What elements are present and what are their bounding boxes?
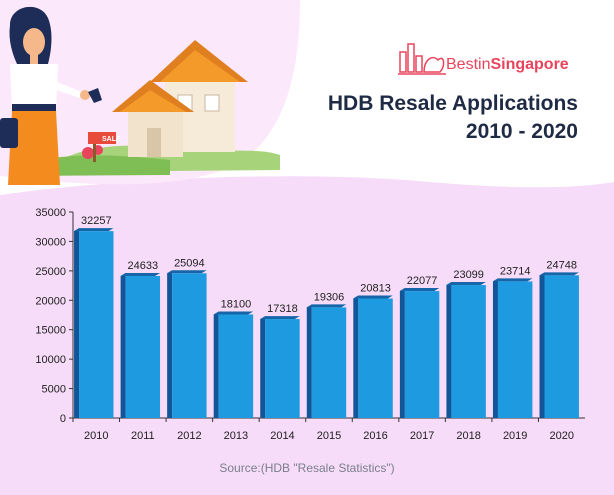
data-label: 23099 xyxy=(453,269,484,281)
data-label: 25094 xyxy=(174,257,205,269)
x-tick-label: 2012 xyxy=(177,430,201,442)
x-axis-ticks: 2010 2011 2012 2013 2014 2015 2016 2017 2018 2019… xyxy=(72,418,574,442)
data-label: 23714 xyxy=(500,265,531,277)
y-tick-label: 35000 xyxy=(35,207,66,219)
source-note: Source:(HDB "Resale Statistics") xyxy=(219,461,395,475)
bar-top xyxy=(167,270,207,274)
bar-side xyxy=(213,311,219,418)
sale-sign-label: SALE xyxy=(102,136,121,143)
x-tick-label: 2018 xyxy=(456,430,480,442)
bar-side xyxy=(539,272,545,418)
bar xyxy=(172,273,207,418)
data-label: 32257 xyxy=(81,215,112,227)
brand-logo-icon xyxy=(398,43,446,75)
bar-side xyxy=(446,282,452,418)
bar-top xyxy=(539,272,579,276)
bar-side xyxy=(492,278,498,418)
bar xyxy=(358,298,393,418)
bar-top xyxy=(306,304,347,308)
bar xyxy=(265,319,300,418)
bars: 32257 24633 25094 18100 17318 19306 20813 22077… xyxy=(74,215,579,418)
bar-top xyxy=(446,282,486,286)
bar-side xyxy=(120,273,126,418)
y-tick-label: 25000 xyxy=(35,266,66,278)
brand-name-part2: Singapore xyxy=(490,56,569,73)
y-tick-label: 5000 xyxy=(42,384,66,396)
bar xyxy=(125,276,161,418)
data-label: 18100 xyxy=(221,298,252,310)
bar xyxy=(451,285,486,418)
bar-side xyxy=(399,288,405,418)
y-axis-ticks: 0 5000 10000 15000 20000 25000 30000 35000 xyxy=(35,207,73,425)
brand-logo: BestinSingapore xyxy=(398,48,598,80)
bar xyxy=(79,231,114,418)
data-label: 24633 xyxy=(128,260,159,272)
y-tick-label: 0 xyxy=(60,413,66,425)
chart-title-line1: HDB Resale Applications xyxy=(327,92,578,115)
bar-top xyxy=(399,288,440,292)
y-tick-label: 30000 xyxy=(35,236,66,248)
bar-side xyxy=(306,304,312,418)
x-tick-label: 2019 xyxy=(503,430,527,442)
bar xyxy=(311,307,347,418)
brand-name-part1: Bestin xyxy=(446,56,491,73)
bar-top xyxy=(260,316,300,320)
bar-top xyxy=(492,278,533,282)
x-tick-label: 2013 xyxy=(224,430,248,442)
data-label: 19306 xyxy=(314,291,345,303)
chart-title-line2: 2010 - 2020 xyxy=(465,120,578,143)
woman-illustration xyxy=(0,6,102,185)
bar xyxy=(497,281,533,418)
house-illustration xyxy=(82,40,248,159)
x-tick-label: 2010 xyxy=(84,430,108,442)
bar xyxy=(404,291,440,418)
bar-side xyxy=(167,270,173,418)
bar-top xyxy=(120,273,161,277)
y-tick-label: 15000 xyxy=(35,325,66,337)
x-tick-label: 2015 xyxy=(317,430,341,442)
x-tick-label: 2020 xyxy=(549,430,573,442)
y-tick-label: 10000 xyxy=(35,354,66,366)
data-label: 17318 xyxy=(267,303,298,315)
bar-side xyxy=(260,316,266,418)
data-label: 22077 xyxy=(407,275,438,287)
x-tick-label: 2014 xyxy=(270,430,294,442)
x-tick-label: 2011 xyxy=(131,430,155,442)
data-label: 20813 xyxy=(360,283,391,295)
bar-side xyxy=(353,295,359,418)
bar-top xyxy=(353,295,393,299)
brand-name: BestinSingapore xyxy=(446,56,569,74)
bar-side xyxy=(74,228,80,418)
bar xyxy=(544,275,579,418)
bar-top xyxy=(74,228,114,232)
x-tick-label: 2017 xyxy=(410,430,434,442)
bar-top xyxy=(213,311,254,315)
sale-sign xyxy=(88,132,116,162)
x-tick-label: 2016 xyxy=(363,430,387,442)
data-label: 24748 xyxy=(546,259,577,271)
bar xyxy=(218,314,254,418)
y-tick-label: 20000 xyxy=(35,295,66,307)
